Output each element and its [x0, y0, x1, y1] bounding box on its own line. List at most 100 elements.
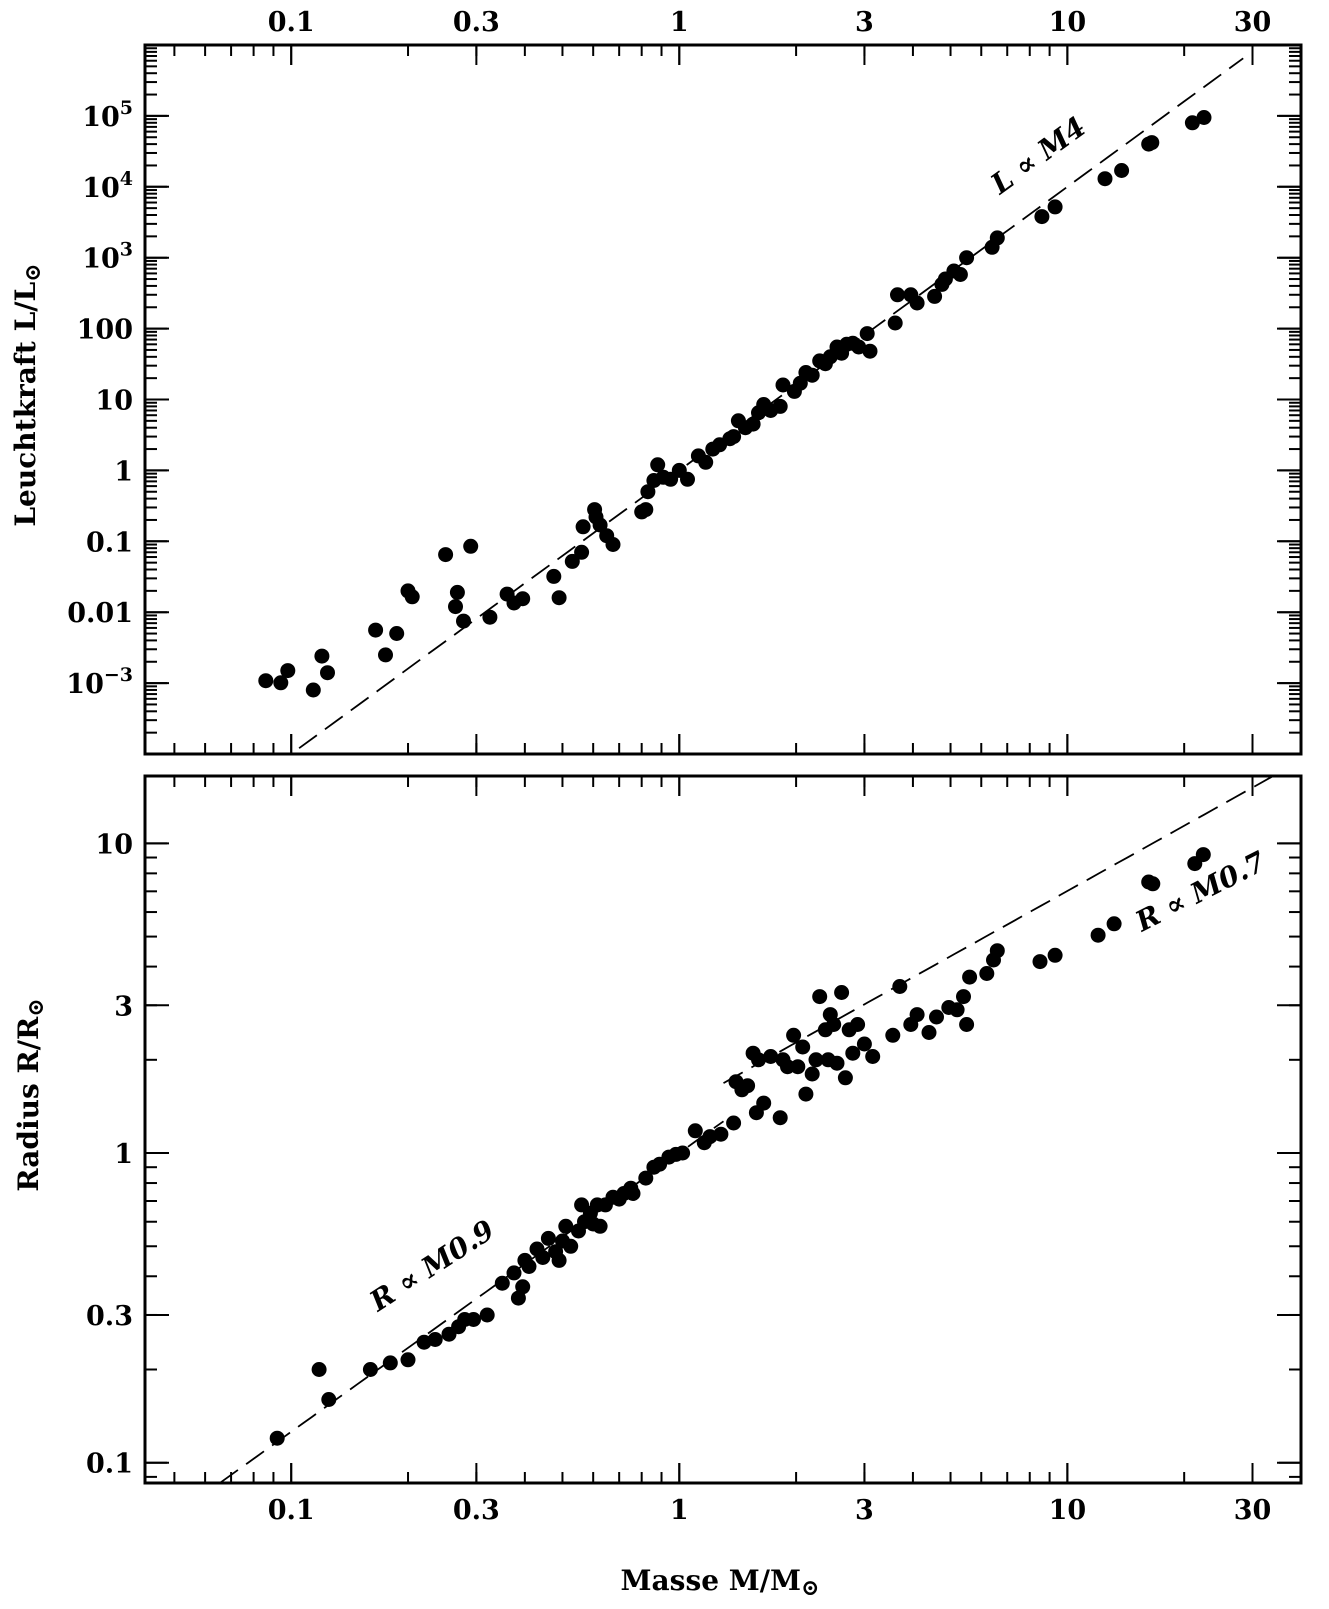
x-tick-label-top: 30	[1234, 7, 1272, 38]
data-point	[1184, 115, 1200, 131]
data-point	[892, 979, 908, 994]
x-tick-label-bottom: 1	[670, 1495, 689, 1526]
data-point	[592, 517, 608, 533]
data-point	[506, 1265, 522, 1281]
data-point	[949, 1002, 965, 1018]
data-point	[362, 1362, 378, 1377]
data-point	[427, 1332, 443, 1347]
data-point	[962, 969, 978, 985]
data-point	[575, 519, 591, 535]
data-point	[763, 1049, 779, 1064]
radius-fit-group	[219, 775, 1273, 1484]
data-point	[1196, 110, 1212, 125]
y-tick-label: 0.1	[86, 527, 133, 558]
data-point	[269, 1430, 285, 1446]
data-point	[851, 339, 867, 355]
luminosity-tick-labels: 105 104 103 100 10 1 0.1 0.01 10−3 0.1 0.3 1 3 10 30	[66, 7, 1271, 700]
data-point	[834, 985, 850, 1000]
data-point	[482, 609, 498, 625]
data-point	[726, 1115, 742, 1131]
data-point	[389, 626, 405, 641]
data-point	[400, 1352, 416, 1368]
data-point	[786, 1027, 802, 1043]
luminosity-panel: 105 104 103 100 10 1 0.1 0.01 10−3 0.1 0.3 1 3 10 30 L…	[9, 7, 1303, 756]
data-point	[887, 315, 903, 331]
mass-axis-title: Masse M/M⊙	[621, 1564, 820, 1601]
data-point	[466, 1312, 481, 1327]
data-point	[1090, 927, 1106, 943]
y-tick-label: 0.01	[67, 598, 133, 629]
data-point	[756, 1095, 772, 1111]
data-point	[535, 1250, 551, 1265]
data-point	[740, 1078, 756, 1094]
data-point	[989, 230, 1005, 246]
data-point	[921, 1025, 937, 1040]
data-point	[494, 1275, 510, 1291]
data-point	[845, 1045, 861, 1061]
radius-axis-title: Radius R/R⊙	[12, 998, 49, 1191]
data-point	[438, 547, 454, 563]
data-point	[311, 1362, 327, 1377]
data-point	[321, 1392, 337, 1407]
x-tick-label-top: 3	[855, 7, 874, 38]
x-tick-label-bottom: 10	[1049, 1495, 1087, 1526]
y-tick-label: 105	[82, 97, 133, 133]
data-point	[448, 599, 463, 615]
luminosity-fit-label: L ∝ M4	[984, 110, 1092, 201]
data-point	[826, 1017, 842, 1032]
luminosity-ticks	[145, 44, 1302, 755]
data-point	[952, 267, 968, 282]
luminosity-axis-title: Leuchtkraft L/L⊙	[9, 263, 46, 526]
data-point	[1097, 171, 1113, 187]
data-point	[850, 1017, 866, 1032]
radius-tick-labels: 10 3 1 0.3 0.1 0.1 0.3 1 3 10 30	[86, 829, 1271, 1526]
data-point	[378, 647, 393, 663]
data-point	[909, 295, 925, 311]
data-point	[258, 673, 274, 689]
y-tick-label: 103	[82, 239, 133, 275]
y-tick-label: 104	[82, 168, 133, 204]
data-point	[675, 1145, 691, 1161]
data-point	[551, 1252, 567, 1268]
data-point	[979, 966, 995, 981]
data-point	[404, 589, 420, 605]
data-point	[890, 287, 905, 303]
luminosity-plot-frame	[143, 43, 1303, 756]
luminosity-points	[258, 110, 1212, 698]
data-point	[515, 591, 531, 607]
data-point	[546, 568, 562, 584]
data-point	[865, 1049, 881, 1064]
data-point	[273, 675, 289, 691]
data-point	[574, 544, 590, 560]
y-tick-label: 0.3	[86, 1301, 133, 1332]
data-point	[564, 553, 580, 569]
data-point	[638, 1170, 654, 1186]
y-tick-label: 100	[77, 315, 133, 346]
data-point	[551, 590, 567, 606]
data-point	[1047, 199, 1063, 215]
data-point	[479, 1307, 495, 1323]
y-tick-label: 1	[114, 1139, 133, 1170]
data-point	[804, 367, 820, 383]
y-tick-label: 10	[95, 386, 133, 417]
data-point	[862, 343, 878, 359]
y-tick-label: 0.1	[86, 1449, 133, 1480]
data-point	[772, 1110, 788, 1126]
data-point	[382, 1355, 398, 1371]
data-point	[521, 1259, 537, 1274]
data-point	[1032, 954, 1048, 970]
data-point	[640, 484, 656, 500]
y-tick-label: 10−3	[66, 664, 133, 700]
data-point	[1144, 135, 1160, 151]
x-tick-label-top: 1	[670, 7, 689, 38]
data-point	[795, 1039, 811, 1055]
data-point	[592, 1218, 608, 1234]
data-point	[463, 538, 479, 554]
data-point	[751, 1052, 766, 1068]
data-point	[989, 943, 1005, 959]
x-tick-label-bottom: 30	[1234, 1495, 1272, 1526]
data-point	[515, 1279, 531, 1295]
data-point	[812, 989, 828, 1005]
y-tick-label: 3	[114, 991, 133, 1022]
